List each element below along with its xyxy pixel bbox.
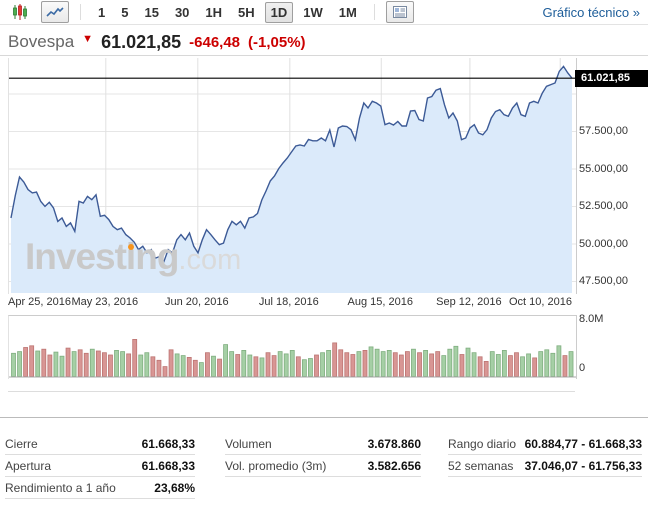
stats-column-1: Cierre 61.668,33 Apertura 61.668,33 Rendimie… [5,433,195,499]
stat-value: 37.046,07 - 61.756,33 [524,459,642,473]
x-axis-label: Apr 25, 2016 [8,296,71,308]
section-divider [0,417,648,418]
x-axis-label: Jun 20, 2016 [165,296,229,308]
stat-label: Cierre [5,437,38,451]
toolbar-separator [373,4,375,20]
stat-label: 52 semanas [448,459,514,473]
price-change-percent: (-1,05%) [248,33,306,51]
stat-row: Apertura 61.668,33 [5,455,195,477]
y-axis-label: 47.500,00 [579,275,628,287]
volume-bar-chart [9,338,576,378]
stat-label: Rango diario [448,437,517,451]
period-button-1M[interactable]: 1M [338,4,357,20]
y-axis-label: 55.000,00 [579,162,628,175]
stat-value: 61.668,33 [141,437,195,451]
stat-row: 52 semanas 37.046,07 - 61.756,33 [448,455,642,477]
stat-row: Cierre 61.668,33 [5,433,195,455]
stat-value: 3.582.656 [367,459,421,473]
toolbar-separator [80,4,81,20]
chart-canvas[interactable] [8,58,577,294]
volume-axis-max-label: 8.0M [579,313,604,325]
technical-chart-link[interactable]: Gráfico técnico » [542,4,640,20]
period-button-1D[interactable]: 1D [264,1,294,23]
stats-column-3: Rango diario 60.884,77 - 61.668,33 52 sema… [448,433,642,477]
stat-label: Apertura [5,459,52,473]
volume-axis-zero-label: 0 [579,362,586,374]
line-chart-icon[interactable] [41,1,69,23]
x-axis-label: Jul 18, 2016 [258,296,319,308]
news-panel-icon[interactable] [385,1,414,23]
stat-row: Rendimiento a 1 año 23,68% [5,477,195,499]
volume-canvas[interactable] [8,315,577,379]
news-glyph [392,6,407,18]
stat-row: Rango diario 60.884,77 - 61.668,33 [448,433,642,455]
price-area-chart [9,58,576,294]
last-price: 61.021,85 [101,31,182,52]
candlestick-glyph [13,4,27,20]
period-button-1[interactable]: 1 [98,4,106,20]
chart-toolbar: 1 5 15 30 1H 5H 1D 1W 1M Gráfico técnico » [0,0,648,25]
chart-bottom-axis-line [8,391,575,392]
y-axis-label: 52.500,00 [579,200,628,212]
y-axis-label: 57.500,00 [579,125,628,137]
stat-row: Volumen 3.678.860 [225,433,421,455]
stat-label: Vol. promedio (3m) [225,459,327,473]
x-axis-label: May 23, 2016 [71,296,139,308]
period-button-1H[interactable]: 1H [205,4,223,20]
x-axis-label: Aug 15, 2016 [347,296,413,308]
x-axis: Apr 25, 2016 May 23, 2016 Jun 20, 2016 Jul … [0,296,648,310]
stat-label: Rendimiento a 1 año [5,481,116,495]
instrument-name: Bovespa [8,32,75,51]
stats-column-2: Volumen 3.678.860 Vol. promedio (3m) 3.582.… [225,433,421,477]
stat-value: 60.884,77 - 61.668,33 [524,437,642,451]
period-button-5[interactable]: 5 [121,4,129,20]
timeframe-buttons: 1 5 15 30 1H 5H 1D 1W 1M [92,1,363,23]
candlestick-chart-icon[interactable] [6,1,34,23]
x-axis-label: Oct 10, 2016 [509,296,572,308]
y-axis-label: 50.000,00 [579,237,628,250]
period-button-1W[interactable]: 1W [303,4,323,20]
price-chart: Investing.com 57.500,00 55.000,00 52.500,0… [0,55,648,396]
stat-label: Volumen [225,437,272,451]
price-down-arrow-icon: ▼ [82,33,94,45]
period-button-30[interactable]: 30 [174,4,190,20]
stat-row: Vol. promedio (3m) 3.582.656 [225,455,421,477]
stat-value: 61.668,33 [141,459,195,473]
stat-value: 3.678.860 [367,437,421,451]
period-button-5H[interactable]: 5H [238,4,255,20]
price-change: -646,48 [189,33,241,51]
period-button-15[interactable]: 15 [144,4,159,20]
x-axis-label: Sep 12, 2016 [436,296,502,308]
instrument-header: Bovespa ▼ 61.021,85 -646,48 (-1,05%) [0,25,648,57]
line-chart-glyph [46,7,64,17]
stat-value: 23,68% [154,481,195,495]
current-price-tag: 61.021,85 [575,70,648,88]
